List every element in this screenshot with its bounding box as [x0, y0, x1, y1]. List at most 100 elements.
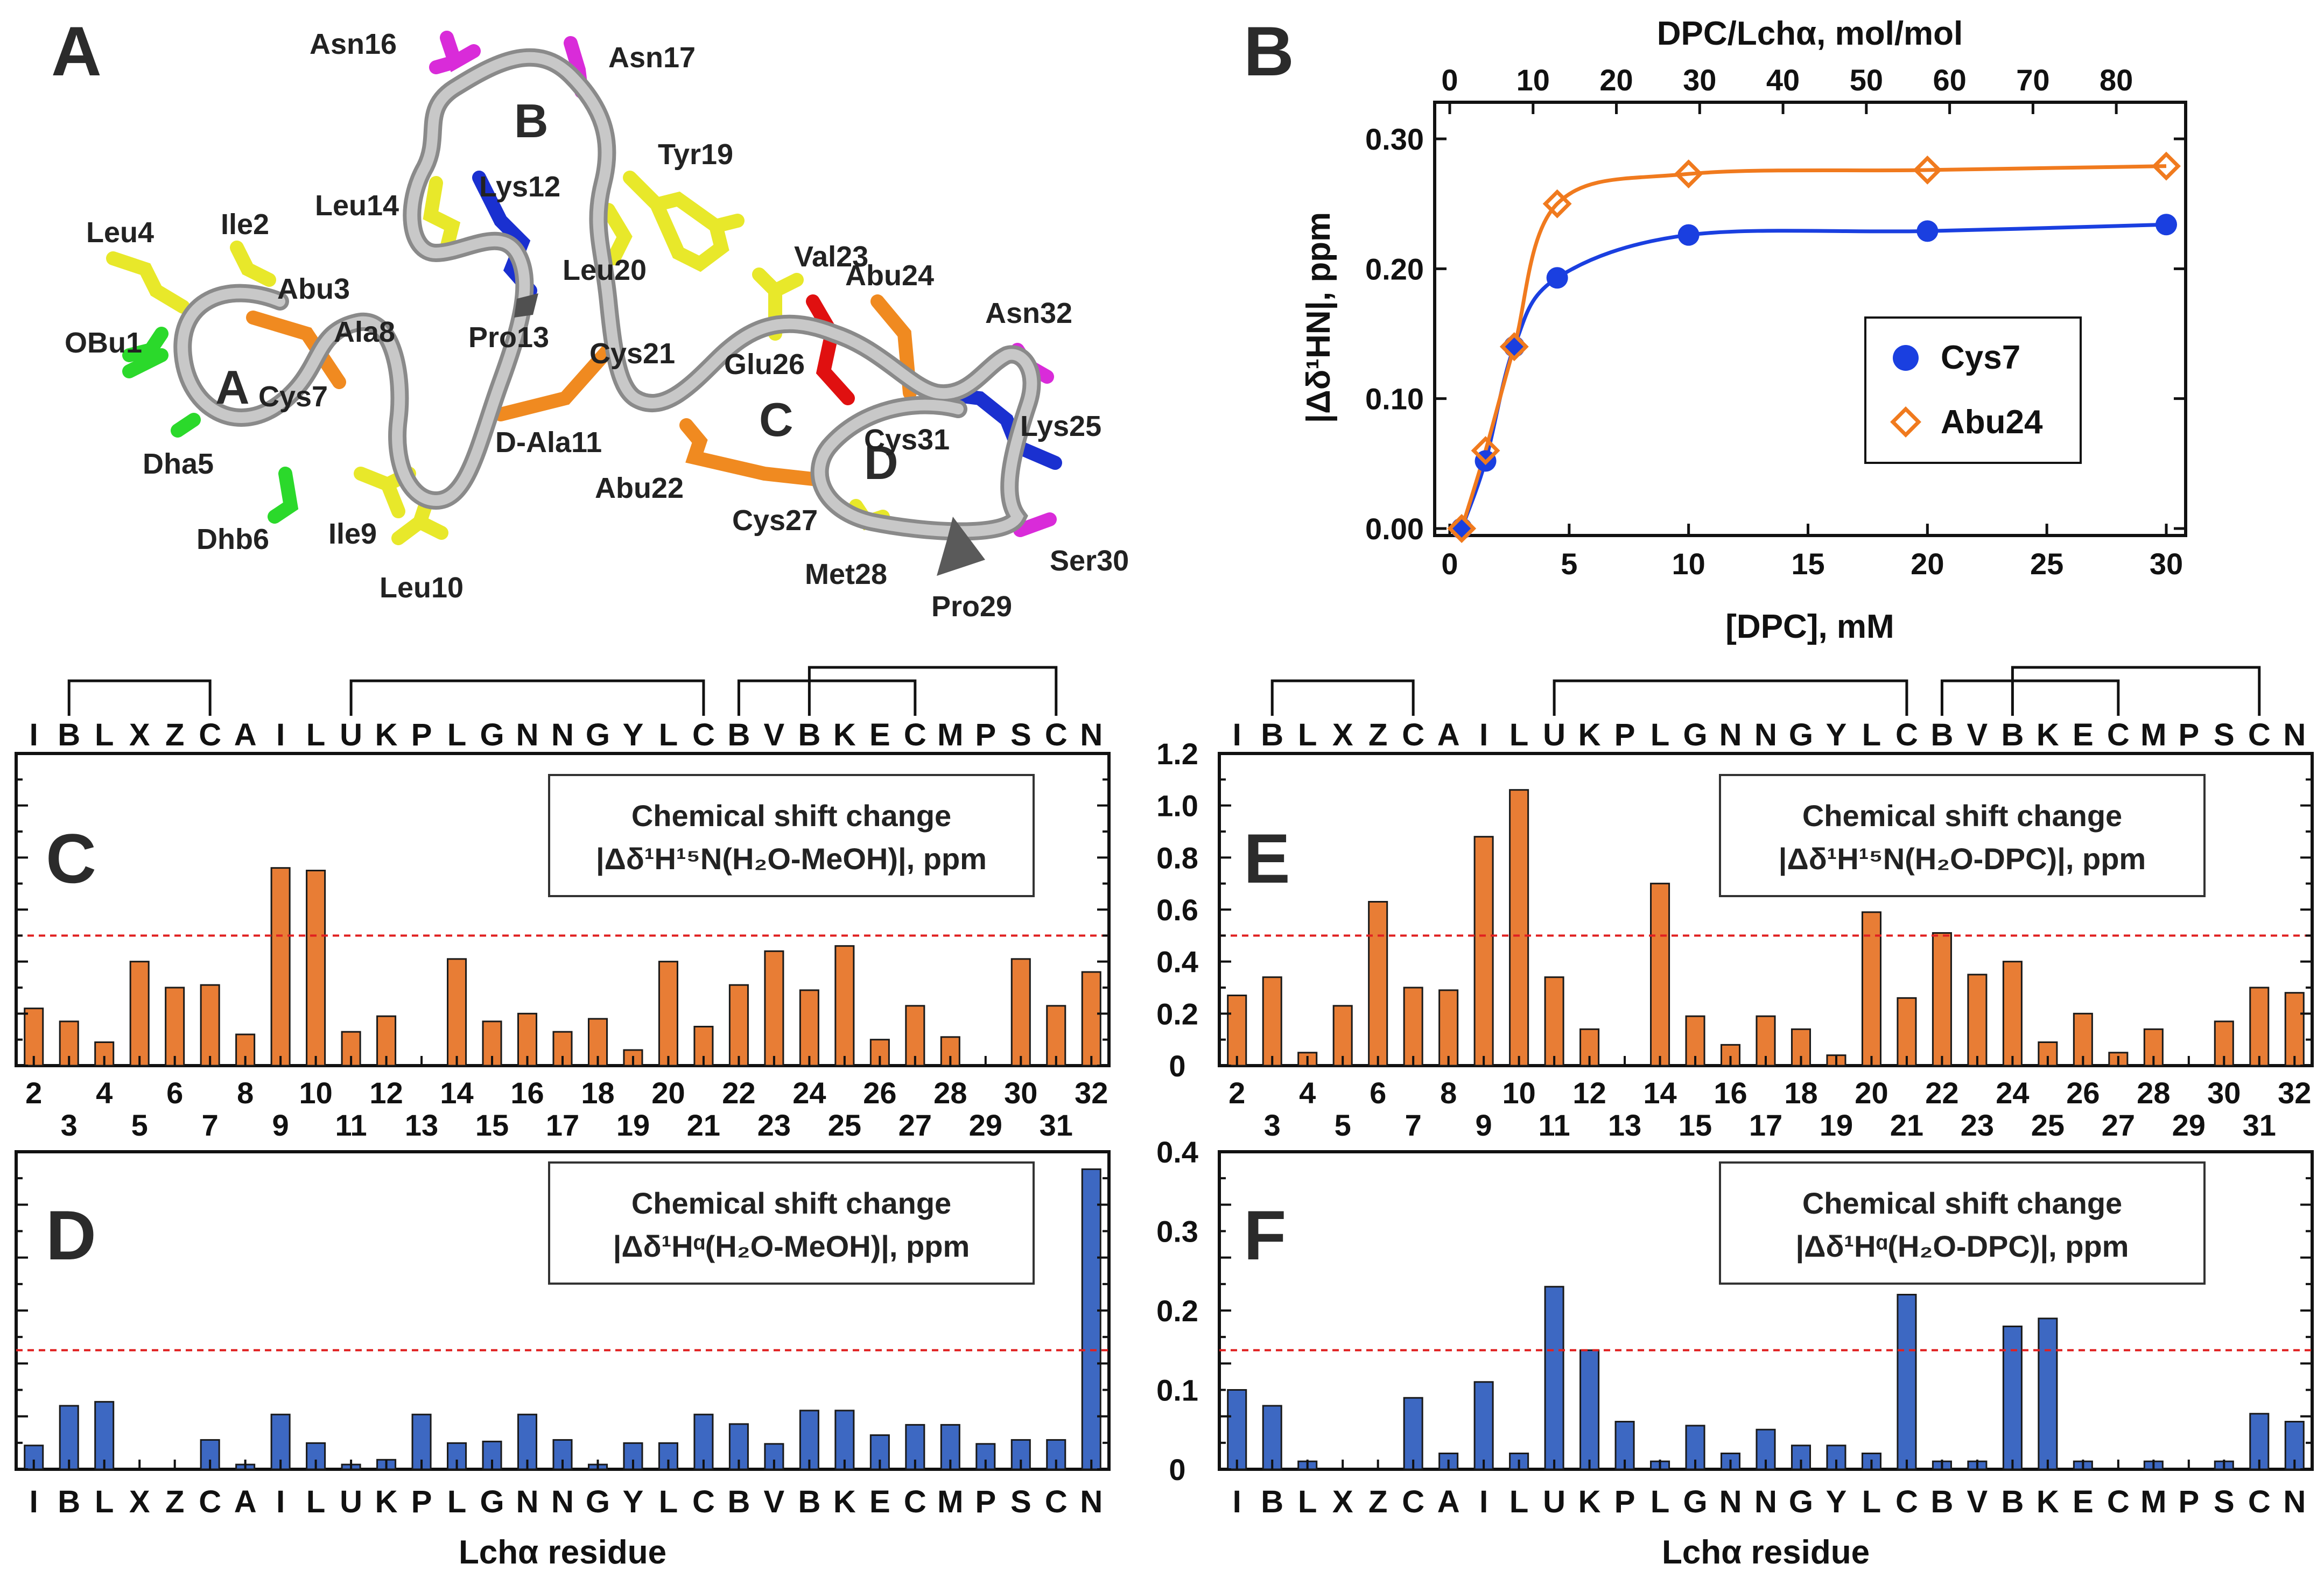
residue-label: Lys12: [479, 171, 560, 203]
x-tick-label: 8: [1440, 1076, 1457, 1110]
x-tick-label: V: [1967, 1484, 1988, 1519]
x-tick-label: 26: [2066, 1076, 2100, 1110]
x-tick-label: B: [1261, 1484, 1283, 1519]
x-tick-label: 23: [1961, 1108, 1994, 1142]
bar: [834, 945, 855, 1067]
sequence-letter: L: [447, 717, 466, 752]
x-tick-label: 27: [2102, 1108, 2135, 1142]
x-tick-label: 14: [1643, 1076, 1676, 1110]
x-tick-label: C: [692, 1484, 715, 1519]
y-tick-label: 0.2: [1156, 1294, 1198, 1328]
x-tick-label: 5: [1561, 547, 1577, 581]
bar: [552, 1031, 573, 1067]
residue-label: Leu14: [315, 189, 399, 222]
bar: [1650, 883, 1670, 1067]
data-point-abu24: [1674, 159, 1703, 189]
sidechain-obu1: [122, 327, 168, 378]
x-tick-label: 25: [2031, 1108, 2065, 1142]
sequence-letter: C: [1402, 717, 1424, 752]
x-tick-label: 13: [405, 1108, 438, 1142]
x-tick-label: 30: [1004, 1076, 1037, 1110]
x-tick-label: B: [58, 1484, 80, 1519]
x-tick-label: 25: [2030, 547, 2063, 581]
y-tick-labels: 0 0.1 0.2 0.3 0.4: [1156, 1135, 1198, 1487]
disulfide-bridge: [737, 679, 917, 716]
x-tick-label: L: [659, 1484, 678, 1519]
y-tick-label: 0.30: [1365, 122, 1424, 156]
disulfide-bridge: [1270, 679, 1415, 716]
sidechain-glu26: [806, 294, 855, 405]
x-tick-label: 30: [2207, 1076, 2241, 1110]
bar: [1897, 1294, 1917, 1470]
y-tick-label: 0: [1169, 1049, 1185, 1083]
x-tick-label: C: [904, 1484, 926, 1519]
bar: [1081, 971, 1101, 1067]
sequence-letter: G: [586, 717, 610, 752]
sequence-letter: A: [1437, 717, 1460, 752]
data-point-cys7: [1677, 224, 1700, 246]
x-tick-label: I: [1233, 1484, 1241, 1519]
sequence-letter: Z: [1368, 717, 1387, 752]
x-tick-label: 15: [1679, 1108, 1712, 1142]
data-point-cys7: [1451, 518, 1473, 539]
x-tick-label: 32: [2278, 1076, 2311, 1110]
sequence-letter: C: [1045, 717, 1068, 752]
axis-ticks: 0 5 10 15 20 25 30 0 10 20 30 40 50 60 70 80 0.00 0.10 0.2…: [1365, 63, 2186, 581]
y-tick-label: 0.1: [1156, 1373, 1198, 1407]
sequence-letter: M: [937, 717, 963, 752]
x-tick-label: 9: [1476, 1108, 1492, 1142]
x-tick-label: 2: [1228, 1076, 1245, 1110]
bar: [2284, 992, 2305, 1067]
y-axis-label: |Δδ¹HN|, ppm: [1300, 212, 1338, 423]
bars: [1219, 1286, 2312, 1470]
residue-label: Pro29: [931, 590, 1012, 623]
x-tick-label: I: [30, 1484, 38, 1519]
bar: [270, 867, 291, 1067]
bar: [1227, 1389, 1247, 1470]
x-tick-label: 21: [687, 1108, 720, 1142]
y-tick-label: 0.10: [1365, 382, 1424, 416]
sidechain-dhb6: [268, 467, 299, 524]
bar: [1227, 995, 1247, 1067]
x-tick-label: X: [1332, 1484, 1353, 1519]
info-box-quantity: |Δδ¹Hᵅ(H₂O-MeOH)|, ppm: [613, 1229, 970, 1264]
x2-tick-label: 80: [2100, 63, 2133, 97]
x-tick-label: M: [937, 1484, 963, 1519]
x-tick-label: 11: [1538, 1108, 1570, 1142]
x2-tick-label: 10: [1516, 63, 1550, 97]
sequence-letter: K: [833, 717, 856, 752]
sidechain-ser30: [1013, 512, 1057, 537]
x-tick-label: N: [1080, 1484, 1103, 1519]
residue-label: OBu1: [65, 327, 142, 359]
x-tick-label: V: [764, 1484, 785, 1519]
x-tick-label: 24: [1996, 1076, 2029, 1110]
sequence-letter: M: [2140, 717, 2166, 752]
x-tick-label: 6: [1370, 1076, 1386, 1110]
residue-label: Ile9: [328, 518, 377, 550]
y-tick-label: 0.00: [1365, 512, 1424, 546]
x-tick-label: L: [95, 1484, 114, 1519]
bar: [1262, 976, 1282, 1067]
x2-tick-label: 0: [1441, 63, 1458, 97]
sidechain-dha5: [171, 413, 201, 438]
bar: [1897, 997, 1917, 1067]
x-tick-label: 11: [335, 1108, 367, 1142]
x-tick-label: 31: [1040, 1108, 1073, 1142]
bar: [1473, 836, 1494, 1067]
sidechain-leu10: [391, 499, 448, 545]
ring-label-c: C: [759, 393, 794, 446]
disulfide-bridge: [349, 679, 705, 716]
panel-c-amide-meoh-chart: C 23456789101112131415161718192021222324…: [15, 752, 1111, 1142]
x-tick-label: N: [1719, 1484, 1742, 1519]
sequence-letter: I: [276, 717, 285, 752]
x2-axis-label: DPC/Lchα, mol/mol: [1657, 15, 1963, 52]
bar: [447, 958, 467, 1067]
sequence-letter: C: [2248, 717, 2271, 752]
bar: [2002, 961, 2023, 1067]
bar: [799, 989, 819, 1067]
x-tick-label: A: [1437, 1484, 1460, 1519]
x2-tick-label: 20: [1599, 63, 1633, 97]
residue-label: Ser30: [1050, 545, 1129, 577]
x-tick-label: 16: [1714, 1076, 1747, 1110]
